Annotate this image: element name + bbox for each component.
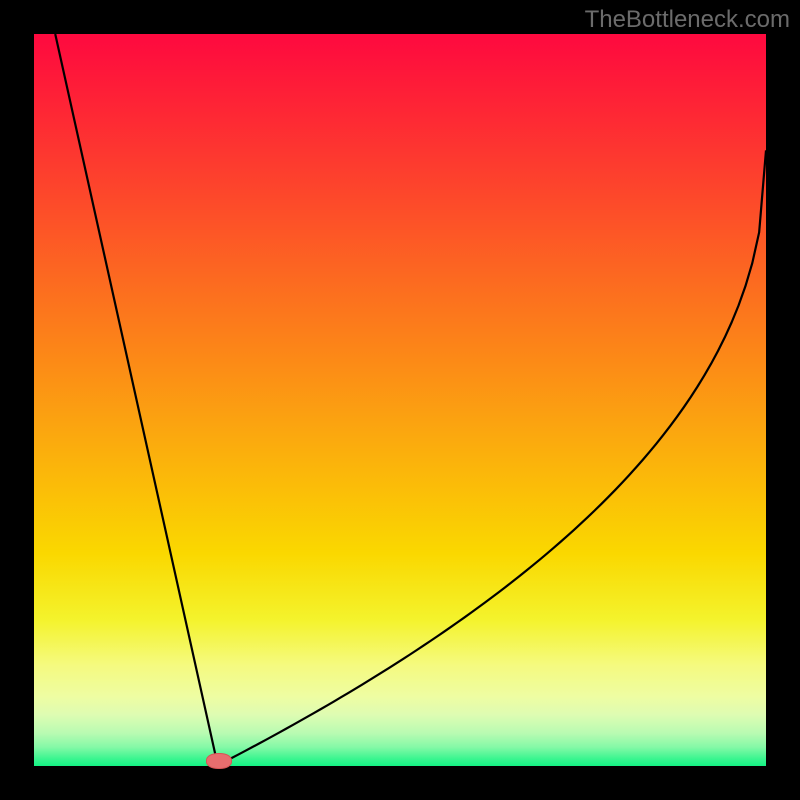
optimum-marker [206,753,232,769]
watermark-text: TheBottleneck.com [585,6,790,34]
chart-container: TheBottleneck.com [0,0,800,800]
bottleneck-curve [34,34,766,766]
plot-area [34,34,766,766]
